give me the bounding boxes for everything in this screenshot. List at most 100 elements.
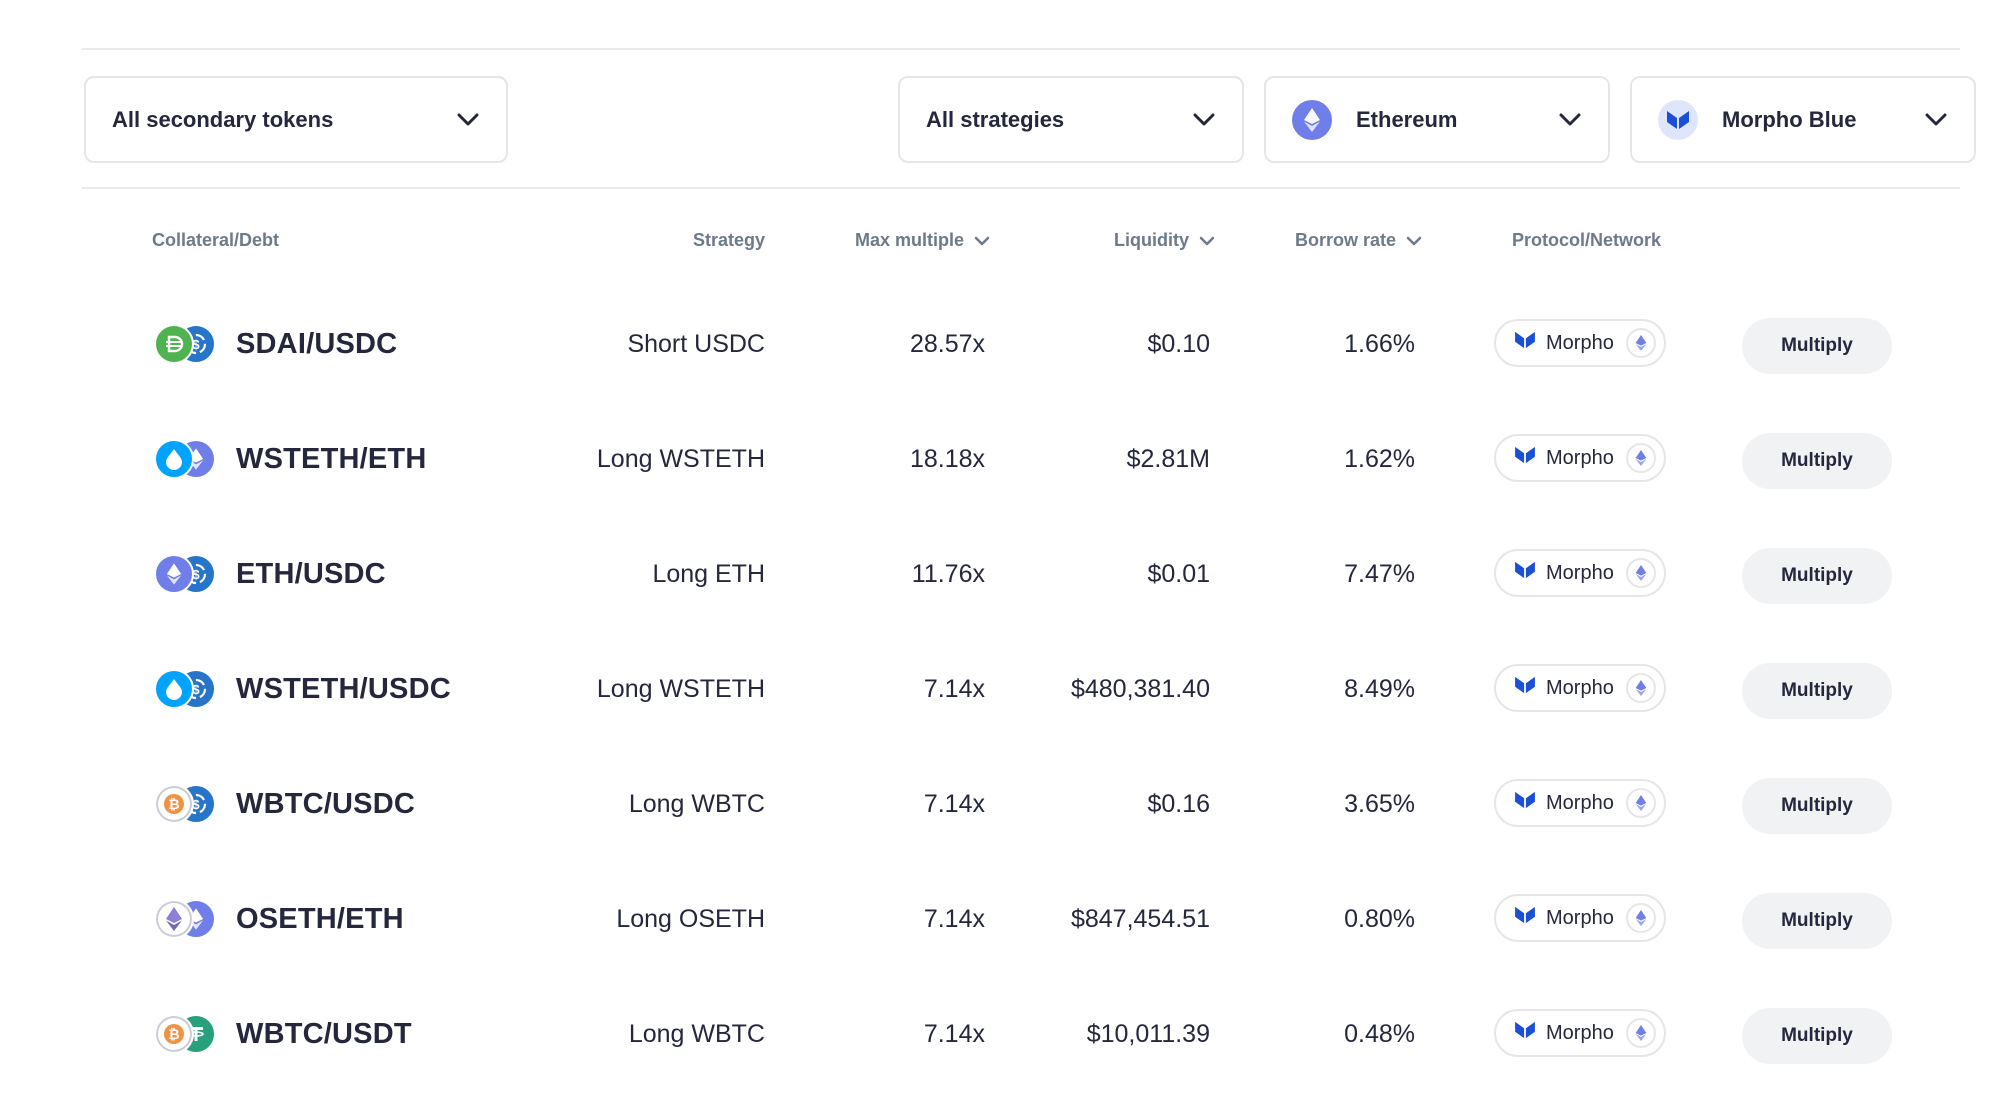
ethereum-icon [1625, 903, 1656, 933]
ethereum-icon [1625, 558, 1656, 588]
strategy-cell: Long OSETH [616, 905, 765, 933]
table-row[interactable]: WSTETH/ETH Long WSTETH 18.18x $2.81M 1.6… [0, 401, 2000, 513]
multiply-button[interactable]: Multiply [1742, 778, 1892, 834]
secondary-tokens-label: All secondary tokens [112, 106, 334, 132]
chevron-down-icon [1558, 108, 1582, 132]
pair-name: ETH/USDC [236, 557, 386, 590]
multiply-button[interactable]: Multiply [1742, 893, 1892, 949]
secondary-tokens-dropdown[interactable]: All secondary tokens [84, 76, 508, 163]
divider-top [82, 48, 1960, 50]
ethereum-icon [1625, 443, 1656, 473]
multiply-button[interactable]: Multiply [1742, 548, 1892, 604]
chevron-down-icon [456, 108, 480, 132]
usdc-icon: $ [176, 324, 216, 364]
pair-cell: OSETH/ETH [154, 897, 404, 941]
morpho-icon [1658, 99, 1698, 140]
strategy-cell: Long WBTC [628, 790, 765, 818]
multiply-button[interactable]: Multiply [1742, 663, 1892, 719]
header-liquidity-label: Liquidity [1114, 230, 1189, 250]
liquidity-cell: $10,011.39 [1086, 1020, 1210, 1048]
header-protocol-network-label: Protocol/Network [1512, 230, 1662, 250]
table-row[interactable]: ₿ WBTC/USDT Long WBTC 7.14x $10,011.39 0… [0, 976, 2000, 1088]
protocol-label: Morpho [1546, 676, 1614, 699]
borrow-rate-cell: 1.62% [1344, 445, 1415, 473]
header-borrow-rate[interactable]: Borrow rate [1222, 230, 1422, 251]
header-liquidity[interactable]: Liquidity [1015, 230, 1215, 251]
liquidity-cell: $2.81M [1126, 445, 1210, 473]
protocol-network-badge: Morpho [1494, 1009, 1666, 1057]
multiply-button[interactable]: Multiply [1742, 1008, 1892, 1064]
sdai-icon [154, 324, 194, 364]
token-pair-icons [154, 437, 218, 481]
pair-cell: $ ETH/USDC [154, 552, 386, 596]
header-max-multiple[interactable]: Max multiple [790, 230, 990, 251]
max-multiple-cell: 28.57x [909, 330, 985, 358]
ethereum-icon [1292, 99, 1332, 140]
table-row[interactable]: $ WSTETH/USDC Long WSTETH 7.14x $480,381… [0, 631, 2000, 743]
max-multiple-cell: 11.76x [911, 560, 985, 588]
borrow-rate-cell: 8.49% [1344, 675, 1415, 703]
oseth-icon [154, 899, 194, 939]
morpho-icon [1514, 1021, 1536, 1045]
strategy-cell: Long ETH [652, 560, 765, 588]
divider-mid [82, 187, 1960, 189]
token-pair-icons: ₿ $ [154, 782, 218, 826]
sort-chevron-icon [1199, 230, 1215, 251]
sort-chevron-icon [1406, 230, 1422, 251]
network-dropdown[interactable]: Ethereum [1264, 76, 1610, 163]
table-row[interactable]: OSETH/ETH Long OSETH 7.14x $847,454.51 0… [0, 861, 2000, 973]
svg-text:₿: ₿ [168, 1026, 179, 1042]
wbtc-icon: ₿ [154, 1014, 194, 1054]
table-row[interactable]: $ ETH/USDC Long ETH 11.76x $0.01 7.47% M… [0, 516, 2000, 628]
protocol-network-badge: Morpho [1494, 319, 1666, 367]
sort-chevron-icon [974, 230, 990, 251]
liquidity-cell: $0.01 [1147, 560, 1210, 588]
protocol-label: Morpho [1546, 906, 1614, 929]
pair-cell: WSTETH/ETH [154, 437, 427, 481]
protocol-label: Morpho [1546, 561, 1614, 584]
pair-cell: ₿ $ WBTC/USDC [154, 782, 415, 826]
morpho-icon [1514, 446, 1536, 470]
header-borrow-rate-label: Borrow rate [1294, 230, 1396, 250]
morpho-icon [1514, 561, 1536, 585]
pair-cell: ₿ WBTC/USDT [154, 1012, 412, 1056]
table-row[interactable]: $ SDAI/USDC Short USDC 28.57x $0.10 1.66… [0, 286, 2000, 398]
header-collateral-debt-label: Collateral/Debt [152, 230, 280, 250]
token-pair-icons: $ [154, 552, 218, 596]
strategies-dropdown[interactable]: All strategies [898, 76, 1244, 163]
ethereum-icon [1625, 328, 1656, 358]
svg-text:₿: ₿ [168, 796, 179, 812]
token-pair-icons: $ [154, 667, 218, 711]
eth-icon [154, 554, 194, 594]
chevron-down-icon [1192, 108, 1216, 132]
ethereum-icon [1625, 788, 1656, 818]
liquidity-cell: $0.16 [1147, 790, 1210, 818]
max-multiple-cell: 7.14x [923, 1020, 985, 1048]
borrow-rate-cell: 3.65% [1344, 790, 1415, 818]
protocol-network-badge: Morpho [1494, 664, 1666, 712]
multiply-button[interactable]: Multiply [1742, 318, 1892, 374]
max-multiple-cell: 18.18x [909, 445, 985, 473]
protocol-dropdown[interactable]: Morpho Blue [1630, 76, 1976, 163]
header-protocol-network: Protocol/Network [1512, 230, 1661, 251]
protocol-label: Morpho [1546, 331, 1614, 354]
liquidity-cell: $847,454.51 [1070, 905, 1210, 933]
morpho-icon [1514, 676, 1536, 700]
multiply-button[interactable]: Multiply [1742, 433, 1892, 489]
header-collateral-debt: Collateral/Debt [152, 230, 279, 251]
morpho-icon [1514, 331, 1536, 355]
svg-text:$: $ [192, 337, 200, 352]
svg-text:$: $ [192, 682, 200, 697]
token-pair-icons [154, 897, 218, 941]
wsteth-icon [154, 669, 194, 709]
ethereum-icon [1625, 673, 1656, 703]
borrow-rate-cell: 0.48% [1344, 1020, 1415, 1048]
strategy-cell: Long WSTETH [596, 445, 765, 473]
chevron-down-icon [1924, 108, 1948, 132]
pair-cell: $ WSTETH/USDC [154, 667, 451, 711]
pair-name: OSETH/ETH [236, 902, 404, 935]
wsteth-icon [154, 439, 194, 479]
strategies-label: All strategies [926, 106, 1065, 132]
table-row[interactable]: ₿ $ WBTC/USDC Long WBTC 7.14x $0.16 3.65… [0, 746, 2000, 858]
